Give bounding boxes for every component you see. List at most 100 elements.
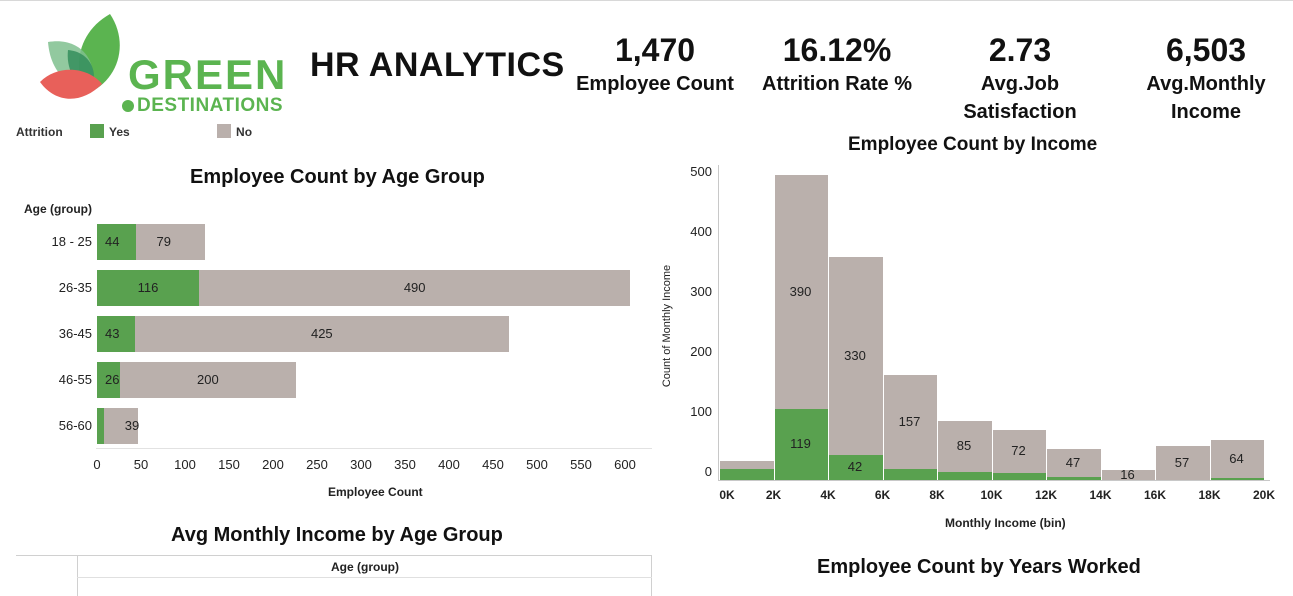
income-x-tick: 18K <box>1198 488 1221 502</box>
income-y-tick: 300 <box>690 284 712 299</box>
income-x-tick: 4K <box>820 488 836 502</box>
bar-yes <box>97 362 120 398</box>
hist-bar-no <box>1155 445 1210 480</box>
income-x-tick: 14K <box>1089 488 1112 502</box>
hist-label-yes: 42 <box>847 459 863 475</box>
table-header-age-group: Age (group) <box>331 560 399 574</box>
age-category-label: 26-35 <box>58 280 92 295</box>
bar-no <box>104 408 139 444</box>
kpi-employee-count: 1,470 Employee Count <box>570 30 740 98</box>
bar-no <box>119 362 296 398</box>
income-x-tick: 10K <box>980 488 1003 502</box>
leaf-icon <box>40 14 120 99</box>
hist-bar-no <box>1209 439 1264 479</box>
age-axis-title: Age (group) <box>24 202 92 216</box>
hist-bar-yes <box>1046 477 1101 480</box>
table-divider <box>651 556 652 596</box>
age-row: 36-45 43 425 <box>0 316 660 352</box>
age-category-label: 18 - 25 <box>51 234 92 249</box>
age-x-axis-title: Employee Count <box>328 485 423 499</box>
income-chart-title: Employee Count by Income <box>848 134 1098 155</box>
income-x-tick: 8K <box>929 488 945 502</box>
kpi-avg-job-satisfaction: 2.73 Avg.Job Satisfaction <box>940 30 1100 126</box>
top-divider <box>0 0 1293 1</box>
income-x-tick: 12K <box>1034 488 1058 502</box>
bar-label-no: 490 <box>403 280 426 295</box>
age-x-tick: 150 <box>218 457 240 472</box>
hist-label-no: 16 <box>1120 467 1135 483</box>
legend-label-yes: Yes <box>109 125 130 139</box>
kpi-label-line2: Satisfaction <box>963 101 1077 123</box>
income-y-tick: 500 <box>690 164 712 179</box>
age-chart-baseline <box>96 448 652 449</box>
hist-bar-no <box>773 174 828 409</box>
income-y-tick: 400 <box>690 224 712 239</box>
income-x-tick: 2K <box>765 488 782 502</box>
green-destinations-logo: GREEN DESTINATIONS <box>38 12 285 122</box>
table-header-rule <box>77 577 652 578</box>
hist-bar-no <box>882 375 937 470</box>
bar-yes <box>97 316 135 352</box>
age-x-tick: 0 <box>93 457 101 472</box>
hist-bar-yes <box>1209 478 1264 480</box>
attrition-legend[interactable]: Attrition Yes No <box>16 124 252 139</box>
kpi-label: Employee Count <box>576 73 734 95</box>
hist-label-no: 330 <box>844 347 866 363</box>
age-x-tick: 450 <box>482 457 504 472</box>
age-category-label: 36-45 <box>58 326 92 341</box>
income-x-tick: 6K <box>874 488 891 502</box>
legend-swatch-yes <box>90 124 104 138</box>
bar-no <box>134 316 509 352</box>
age-x-tick: 200 <box>262 457 284 472</box>
age-x-tick: 50 <box>133 457 149 472</box>
hist-bar-no <box>828 256 883 455</box>
income-y-tick: 100 <box>690 404 712 419</box>
income-y-tick: 200 <box>690 344 712 359</box>
hist-label-no: 72 <box>1011 443 1026 459</box>
income-x-tick: 20K <box>1252 488 1276 502</box>
logo-text-green: GREEN <box>128 51 288 98</box>
age-chart-title: Employee Count by Age Group <box>190 166 485 188</box>
income-x-tick: 0K <box>719 488 735 502</box>
age-row: 26-35 116 490 <box>0 270 660 306</box>
hist-bar-no <box>937 420 992 472</box>
hist-label-yes: 119 <box>790 436 811 452</box>
hist-bar-yes <box>937 471 992 480</box>
hist-bar-no <box>991 429 1046 473</box>
kpi-label-line2: Income <box>1170 101 1242 123</box>
age-x-tick: 400 <box>438 457 460 472</box>
dashboard-title: HR ANALYTICS <box>310 46 565 84</box>
age-group-bar-chart: 18 - 25 44 79 26-35 116 490 36-45 43 425 46-55 26 2… <box>0 0 660 510</box>
age-x-tick: 550 <box>570 457 592 472</box>
age-x-tick: 500 <box>526 457 548 472</box>
bar-yes <box>97 408 105 444</box>
legend-label-no: No <box>236 125 253 139</box>
kpi-label: Attrition Rate % <box>762 73 912 95</box>
table-divider <box>77 556 78 596</box>
bar-label-no: 200 <box>197 372 219 387</box>
hist-bar-yes <box>828 454 883 480</box>
age-row: 56-60 39 <box>0 408 660 444</box>
kpi-label: Avg.Monthly <box>1146 73 1266 95</box>
income-y-tick: 0 <box>704 464 712 479</box>
bar-label-yes: 43 <box>105 326 120 341</box>
income-x-axis-title: Monthly Income (bin) <box>945 516 1066 530</box>
age-x-tick: 250 <box>306 457 328 472</box>
income-histogram: 0 100 200 300 400 500 390 119 330 42 157 85 72 47 16 57… <box>690 164 1276 502</box>
age-x-tick: 300 <box>350 457 372 472</box>
age-category-label: 56-60 <box>58 418 92 433</box>
avg-income-chart-title: Avg Monthly Income by Age Group <box>171 524 503 546</box>
legend-title: Attrition <box>16 125 63 139</box>
hist-bar-no <box>719 460 774 470</box>
hist-label-no: 57 <box>1174 454 1190 470</box>
hist-bar-yes <box>719 469 774 480</box>
hist-bar-no <box>1100 470 1155 480</box>
income-y-axis-line <box>718 165 719 480</box>
kpi-value: 2.73 <box>988 32 1052 68</box>
logo-text-destinations: DESTINATIONS <box>122 96 283 116</box>
age-row: 18 - 25 44 79 <box>0 224 660 260</box>
hist-label-no: 157 <box>898 414 921 430</box>
bar-yes <box>97 270 200 306</box>
age-x-tick: 100 <box>174 457 196 472</box>
kpi-label: Avg.Job <box>980 73 1060 95</box>
